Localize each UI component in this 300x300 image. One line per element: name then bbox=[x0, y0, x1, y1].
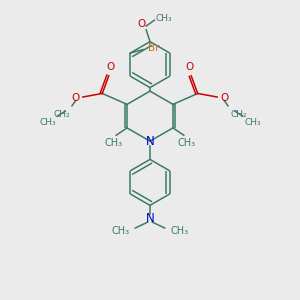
Text: CH₂: CH₂ bbox=[53, 110, 70, 119]
Text: O: O bbox=[71, 93, 79, 103]
Text: CH₃: CH₃ bbox=[244, 118, 261, 127]
Text: CH₃: CH₃ bbox=[177, 138, 195, 148]
Text: N: N bbox=[146, 212, 154, 225]
Text: Br: Br bbox=[148, 43, 160, 53]
Text: O: O bbox=[106, 62, 114, 72]
Text: CH₃: CH₃ bbox=[171, 226, 189, 236]
Text: N: N bbox=[146, 135, 154, 148]
Text: O: O bbox=[221, 93, 229, 103]
Text: CH₃: CH₃ bbox=[156, 14, 172, 23]
Text: CH₂: CH₂ bbox=[230, 110, 247, 119]
Text: O: O bbox=[186, 62, 194, 72]
Text: CH₃: CH₃ bbox=[111, 226, 129, 236]
Text: O: O bbox=[137, 19, 146, 29]
Text: CH₃: CH₃ bbox=[39, 118, 56, 127]
Text: CH₃: CH₃ bbox=[105, 138, 123, 148]
